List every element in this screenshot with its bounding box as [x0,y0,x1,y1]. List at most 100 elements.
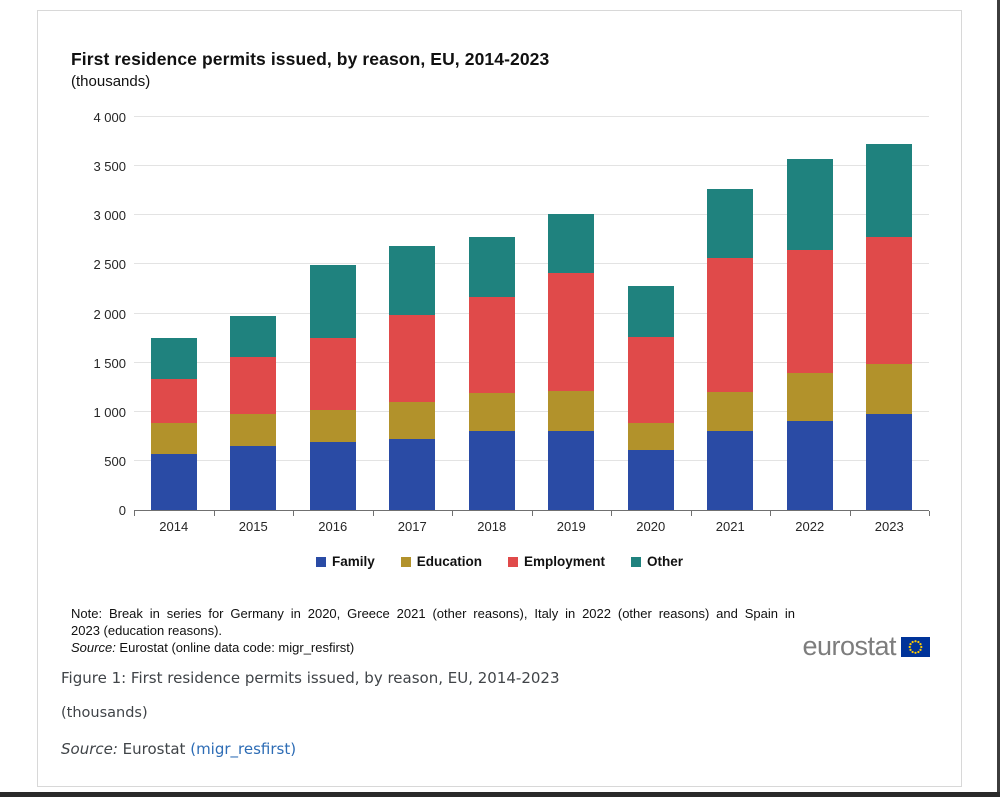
gridline-1000 [134,410,929,412]
bar-segment-other-2019 [548,214,595,274]
bar-segment-family-2014 [150,454,197,510]
y-axis-tick-label: 2 500 [93,257,126,273]
bar-segment-family-2016 [309,442,356,510]
bar-segment-education-2023 [866,363,913,415]
y-axis-tick-label: 500 [104,453,126,469]
x-axis-tick [611,511,612,516]
eu-flag-stars [908,639,923,654]
bar-segment-employment-2015 [230,356,277,415]
x-axis-label-2017: 2017 [397,519,427,534]
bar-segment-employment-2020 [627,337,674,424]
bar-segment-other-2017 [389,245,436,315]
legend-swatch-other [631,556,642,567]
plot-area: 2014 2015 2016 2017 2018 2019 2020 2021 2022 2023 [134,116,930,534]
y-axis-tick-label: 4 000 [93,110,126,125]
chart-legend: Family Education Employment Other [38,554,961,569]
bar-segment-education-2018 [468,393,515,432]
bar-column-2016 [309,265,356,510]
figure-caption-title: Figure 1: First residence permits issued… [61,669,560,687]
gridline-500 [134,459,929,461]
x-axis-tick [372,511,374,516]
gridline-2500 [134,263,929,265]
bar-segment-employment-2016 [309,337,356,410]
bar-column-2022 [786,159,833,510]
eurostat-wordmark: eurostat [802,631,896,661]
x-axis-label-2016: 2016 [318,519,348,534]
y-axis-tick-label: 0 [118,503,126,518]
bar-segment-other-2023 [866,143,913,237]
chart-title: First residence permits issued, by reaso… [71,49,550,69]
bar-column-2018 [468,236,515,510]
gridline-2000 [134,312,929,314]
window-edge-right [997,0,1000,797]
x-axis-tick [849,511,851,516]
legend-item-education: Education [400,554,482,569]
bar-segment-employment-2022 [786,249,833,374]
bar-segment-education-2017 [389,402,436,439]
bar-segment-education-2014 [150,422,197,454]
dataset-link[interactable]: (migr_resfirst) [190,740,297,758]
bar-segment-other-2015 [230,315,277,357]
bar-segment-education-2021 [707,391,754,431]
bar-column-2021 [707,188,754,510]
y-axis: 0 500 1 000 1 500 2 000 2 500 3 000 3 500 4 000 [38,110,126,518]
bar-segment-family-2017 [389,438,436,510]
bar-segment-employment-2023 [866,236,913,364]
bar-segment-employment-2019 [548,273,595,392]
note-source: Source: Eurostat (online data code: migr… [71,639,795,656]
legend-label-other: Other [647,554,684,569]
bar-segment-education-2020 [627,423,674,451]
y-axis-tick-label: 1 500 [93,355,126,371]
x-axis-label-2022: 2022 [795,519,825,534]
y-axis-tick-label: 1 000 [93,404,126,420]
x-axis-label-2018: 2018 [477,519,507,534]
bar-segment-other-2020 [627,286,674,338]
x-axis-label-2019: 2019 [556,519,586,534]
gridline-1500 [134,361,929,363]
x-axis-label-2023: 2023 [874,519,904,534]
bar-segment-employment-2017 [389,314,436,403]
bar-segment-education-2019 [548,391,595,432]
bar-segment-other-2021 [707,188,754,258]
bar-segment-family-2018 [468,431,515,510]
bar-column-2015 [230,315,277,510]
gridline-3500 [134,165,929,167]
gridline-4000 [134,116,929,117]
bar-segment-education-2015 [230,414,277,446]
bar-column-2017 [389,245,436,510]
legend-item-family: Family [315,554,375,569]
bar-segment-family-2019 [548,431,595,510]
bar-segment-education-2022 [786,373,833,421]
figure-caption-source: Source: Eurostat (migr_resfirst) [61,740,296,758]
x-axis-label-2015: 2015 [238,519,268,534]
bar-column-2019 [548,214,595,510]
bar-column-2014 [150,338,197,510]
note-text-line2: 2023 (education reasons). [71,623,223,638]
eu-flag-icon [901,636,930,657]
note-text-line1: Note: Break in series for Germany in 202… [71,606,795,621]
figure-card: First residence permits issued, by reaso… [37,10,962,787]
legend-swatch-family [315,556,326,567]
y-axis-tick-label: 2 000 [93,306,126,322]
bar-segment-family-2023 [866,414,913,510]
caption-source-label: Source: [61,740,118,758]
x-axis-tick [690,511,692,516]
bar-segment-family-2020 [627,450,674,510]
y-axis-tick-label: 3 500 [93,159,126,175]
x-axis-tick [134,511,135,516]
x-axis-label-2014: 2014 [159,519,189,534]
caption-source-text: Eurostat [117,740,191,758]
note-block: Note: Break in series for Germany in 202… [71,605,795,656]
x-axis-tick [531,511,533,516]
legend-item-employment: Employment [508,554,605,569]
window-edge-bottom [0,792,1000,797]
x-axis-tick [293,511,294,516]
bar-segment-family-2015 [230,445,277,510]
gridline-3000 [134,214,929,216]
x-axis-label-2021: 2021 [715,519,745,534]
y-axis-tick-label: 3 000 [93,208,126,224]
x-axis-tick [929,511,930,516]
x-axis-tick [452,511,453,516]
bar-segment-employment-2018 [468,296,515,394]
x-axis-tick [213,511,215,516]
